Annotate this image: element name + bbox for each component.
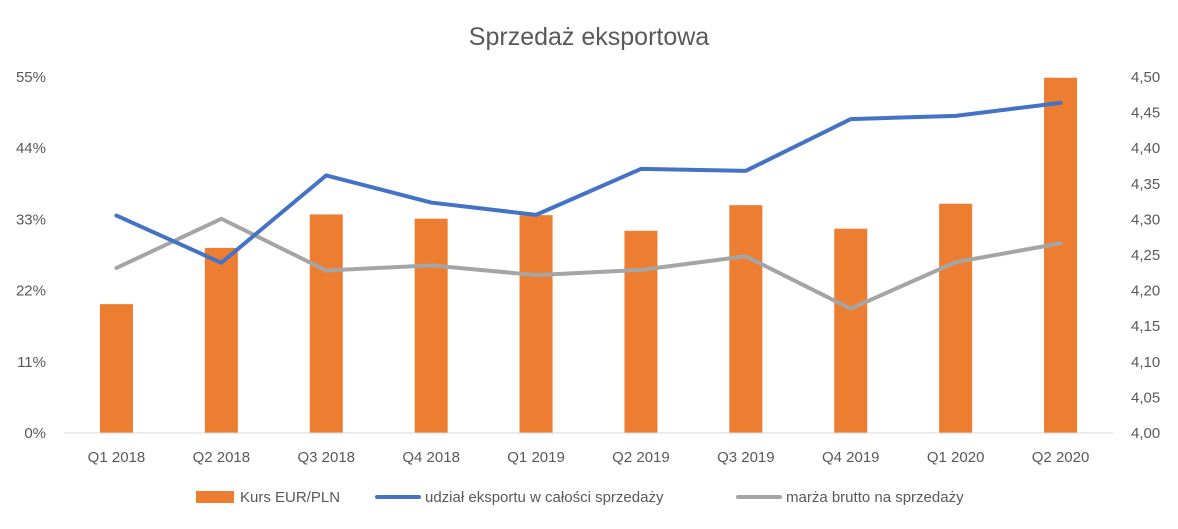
bar-kurs-eur-pln bbox=[939, 203, 973, 433]
right-tick-label: 4,40 bbox=[1131, 140, 1160, 157]
bar-kurs-eur-pln bbox=[834, 228, 868, 433]
right-tick-label: 4,35 bbox=[1131, 176, 1160, 193]
bar-kurs-eur-pln bbox=[309, 214, 343, 433]
right-tick-label: 4,15 bbox=[1131, 318, 1160, 335]
bar-kurs-eur-pln bbox=[729, 205, 763, 433]
x-tick-label: Q4 2018 bbox=[402, 449, 460, 466]
legend-swatch-bar bbox=[196, 491, 234, 503]
left-tick-label: 33% bbox=[16, 211, 46, 228]
legend-label: Kurs EUR/PLN bbox=[240, 489, 340, 506]
legend-label: udział eksportu w całości sprzedaży bbox=[425, 489, 664, 506]
bars-group bbox=[99, 77, 1078, 433]
left-tick-label: 11% bbox=[17, 354, 46, 371]
legend: Kurs EUR/PLN udział eksportu w całości sp… bbox=[196, 489, 964, 506]
line-marza-brutto bbox=[114, 216, 1063, 311]
left-tick-label: 0% bbox=[24, 425, 46, 442]
x-tick-label: Q1 2020 bbox=[927, 449, 985, 466]
right-tick-label: 4,30 bbox=[1131, 211, 1160, 228]
x-axis-ticks: Q1 2018 Q2 2018 Q3 2018 Q4 2018 Q1 2019 Q2 20… bbox=[88, 449, 1090, 466]
x-tick-label: Q2 2018 bbox=[193, 449, 251, 466]
right-tick-label: 4,00 bbox=[1131, 425, 1160, 442]
left-tick-label: 55% bbox=[16, 69, 46, 86]
x-tick-label: Q3 2018 bbox=[297, 449, 355, 466]
bar-kurs-eur-pln bbox=[1044, 77, 1078, 433]
x-tick-label: Q2 2020 bbox=[1032, 449, 1090, 466]
right-tick-label: 4,10 bbox=[1131, 354, 1160, 371]
right-tick-label: 4,50 bbox=[1131, 69, 1160, 86]
left-tick-label: 44% bbox=[16, 140, 46, 157]
legend-label: marża brutto na sprzedaży bbox=[786, 489, 964, 506]
x-tick-label: Q1 2019 bbox=[507, 449, 565, 466]
right-tick-label: 4,05 bbox=[1131, 389, 1160, 406]
lines-group bbox=[114, 100, 1063, 311]
x-tick-label: Q1 2018 bbox=[88, 449, 146, 466]
chart-title: Sprzedaż eksportowa bbox=[469, 23, 710, 51]
bar-kurs-eur-pln bbox=[624, 230, 658, 433]
x-tick-label: Q3 2019 bbox=[717, 449, 775, 466]
x-tick-label: Q4 2019 bbox=[822, 449, 880, 466]
right-tick-label: 4,25 bbox=[1131, 247, 1160, 264]
bar-kurs-eur-pln bbox=[204, 247, 238, 433]
bar-kurs-eur-pln bbox=[99, 304, 133, 433]
bar-kurs-eur-pln bbox=[414, 218, 448, 433]
right-tick-label: 4,20 bbox=[1131, 283, 1160, 300]
left-axis-ticks: 0% 11% 22% 33% 44% 55% bbox=[16, 69, 46, 442]
right-tick-label: 4,45 bbox=[1131, 105, 1160, 122]
left-tick-label: 22% bbox=[16, 283, 46, 300]
right-axis-ticks: 4,00 4,05 4,10 4,15 4,20 4,25 4,30 4,35 4,40 4,45… bbox=[1131, 69, 1160, 442]
line-udzial-eksportu bbox=[114, 100, 1063, 265]
x-tick-label: Q2 2019 bbox=[612, 449, 670, 466]
bar-kurs-eur-pln bbox=[519, 215, 553, 433]
